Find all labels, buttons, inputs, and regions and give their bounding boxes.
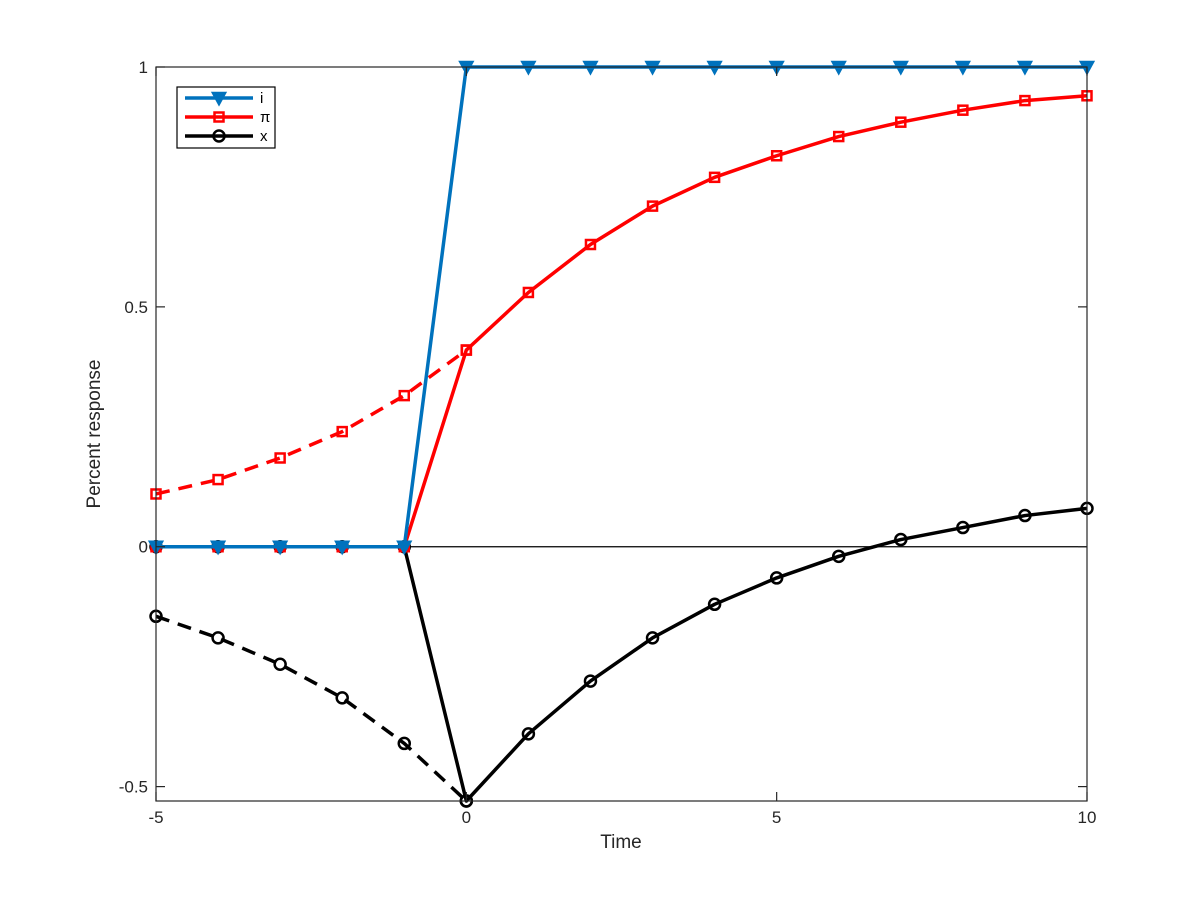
x-tick-label: 5 (772, 808, 781, 827)
data-point-1-14 (1019, 94, 1031, 107)
data-point-3-4 (398, 389, 411, 402)
data-point-2-14 (1018, 508, 1032, 523)
data-point-4-3 (335, 691, 349, 705)
x-tick-label: 0 (462, 808, 471, 827)
data-point-2-9 (707, 597, 722, 612)
data-point-2-12 (894, 532, 908, 547)
x-tick-label: -5 (148, 808, 163, 827)
axis-ticks: -5 0 5 10 -0.5 0 0.5 1 (119, 58, 1097, 827)
data-point-4-4 (397, 736, 412, 751)
y-axis-label: Percent response (84, 360, 105, 509)
data-point-2-6 (521, 727, 536, 741)
data-point-1-5 (460, 344, 473, 356)
legend-marker (213, 111, 225, 123)
x-tick-label: 10 (1078, 808, 1097, 827)
legend-marker (212, 129, 226, 143)
data-point-1-8 (646, 200, 659, 212)
legend: iπx (176, 86, 276, 149)
series-line-3 (155, 348, 468, 496)
data-point-1-11 (832, 130, 845, 143)
y-tick-label: -0.5 (119, 778, 148, 797)
data-point-0-3 (334, 540, 351, 556)
data-point-1-12 (895, 116, 907, 128)
data-point-1-7 (584, 238, 597, 251)
data-point-2-7 (583, 674, 598, 688)
data-point-2-13 (956, 520, 970, 535)
data-point-0-1 (209, 540, 227, 556)
data-point-1-6 (522, 286, 535, 299)
plot-frame (155, 66, 1088, 802)
y-tick-label: 0 (139, 538, 148, 557)
legend-marker (210, 91, 228, 107)
data-point-0-2 (272, 540, 289, 556)
data-point-2-10 (769, 571, 784, 585)
data-point-4-1 (211, 631, 225, 645)
series-line-4 (155, 614, 468, 803)
y-tick-label: 1 (139, 58, 148, 77)
data-point-2-8 (645, 631, 660, 645)
plot-background (156, 67, 1087, 801)
data-point-3-2 (274, 452, 286, 464)
legend-label: π (260, 109, 270, 126)
data-point-3-3 (336, 425, 348, 438)
legend-label: x (260, 128, 268, 145)
x-axis-label: Time (600, 832, 642, 853)
data-point-1-9 (708, 171, 721, 184)
y-tick-label: 0.5 (124, 298, 148, 317)
data-point-0-4 (396, 540, 413, 556)
data-point-2-11 (831, 549, 846, 564)
data-point-3-1 (212, 473, 224, 486)
data-point-1-13 (957, 104, 969, 116)
data-point-1-10 (770, 150, 783, 162)
data-point-4-2 (273, 657, 287, 672)
legend-label: i (260, 90, 263, 107)
